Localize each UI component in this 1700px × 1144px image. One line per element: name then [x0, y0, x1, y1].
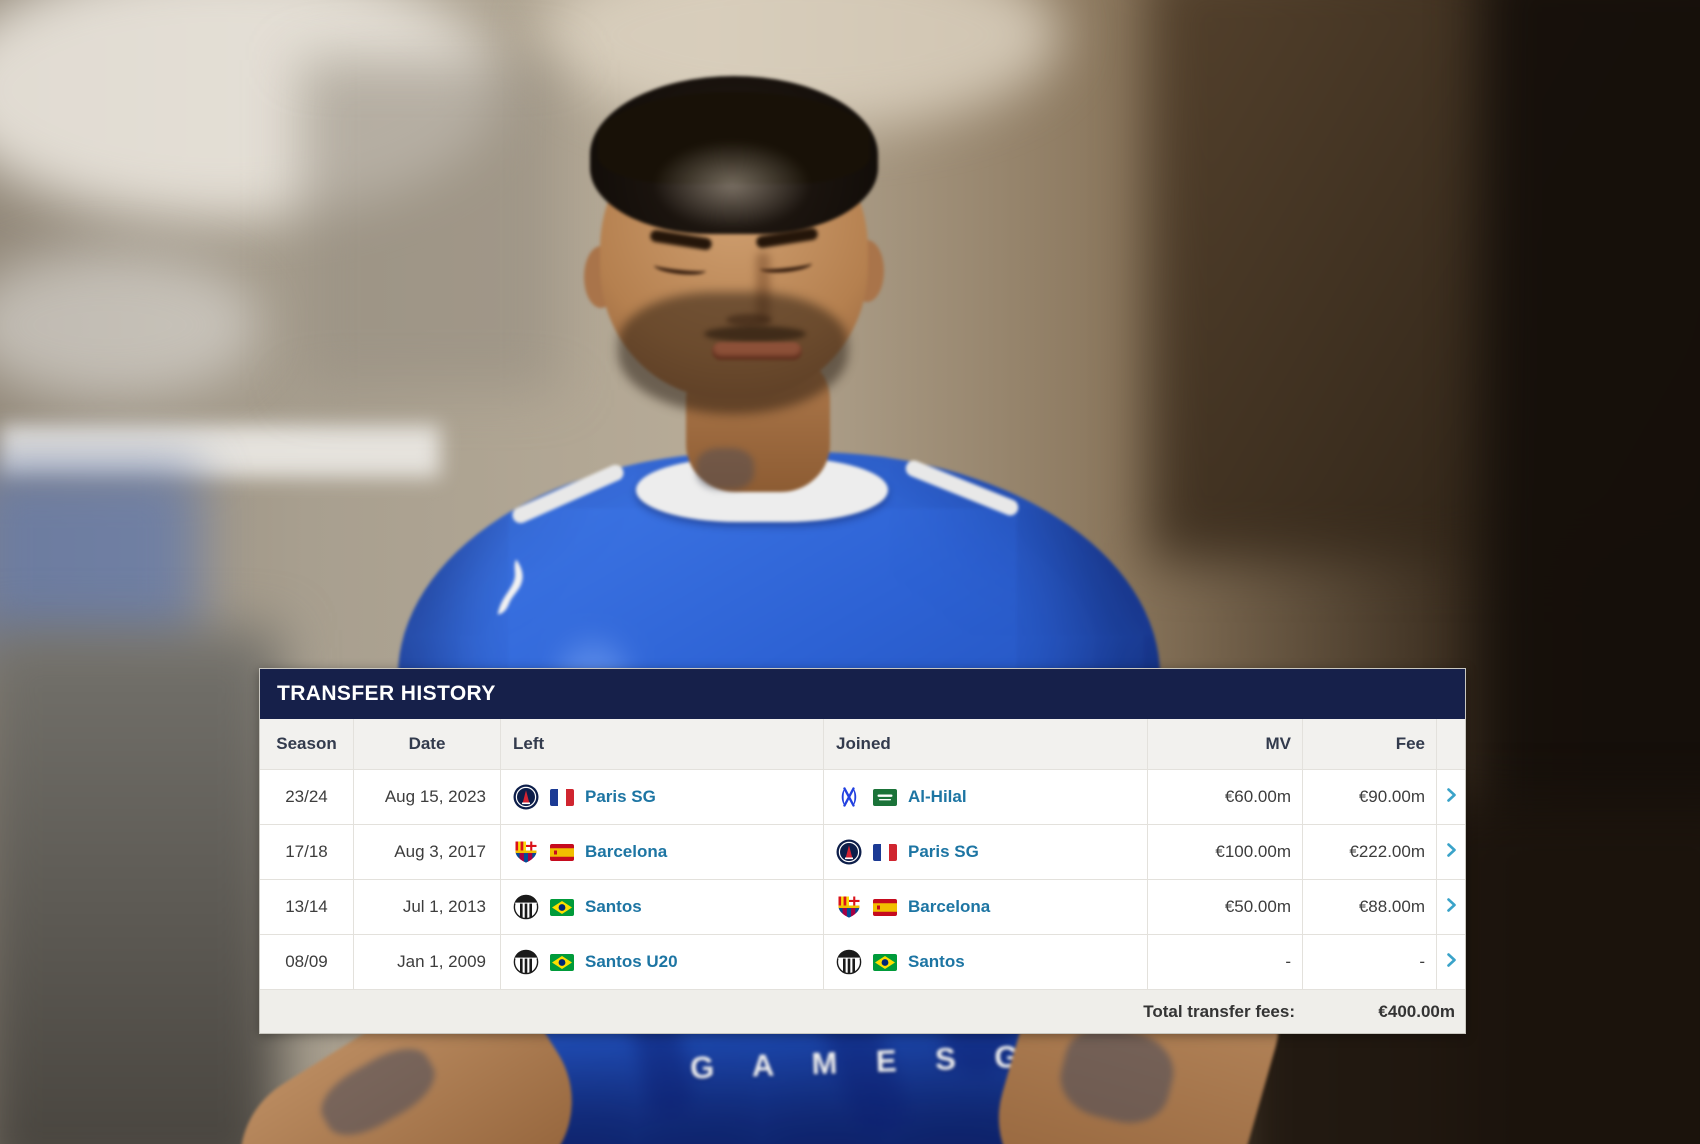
fee-cell: €88.00m — [1303, 880, 1437, 934]
left-club-cell: Paris SG — [501, 770, 824, 824]
transfer-history-panel: TRANSFER HISTORY Season Date Left Joined… — [259, 668, 1466, 1034]
club-crest-al-hilal-icon — [836, 784, 862, 810]
club-crest-paris-sg-icon — [836, 839, 862, 865]
market-value-cell: €50.00m — [1148, 880, 1303, 934]
joined-club-cell: Santos — [824, 935, 1148, 989]
row-detail-chevron[interactable] — [1437, 825, 1465, 879]
crowd-bokeh — [0, 250, 260, 400]
lower-left-shadow — [0, 630, 280, 1144]
column-header-date: Date — [354, 719, 501, 769]
fee-cell: €222.00m — [1303, 825, 1437, 879]
blue-seats-patch — [0, 465, 200, 655]
club-crest-santos-icon — [513, 894, 539, 920]
club-link[interactable]: Santos — [908, 952, 965, 971]
puma-logo-icon — [482, 552, 546, 621]
fee-cell: - — [1303, 935, 1437, 989]
club-link[interactable]: Paris SG — [908, 842, 979, 861]
flag-spain-icon — [550, 843, 574, 861]
column-header-left: Left — [501, 719, 824, 769]
joined-club-cell: Paris SG — [824, 825, 1148, 879]
left-club-cell: Santos U20 — [501, 935, 824, 989]
club-link[interactable]: Santos U20 — [585, 952, 678, 971]
flag-brazil-icon — [550, 898, 574, 916]
left-club-cell: Santos — [501, 880, 824, 934]
season-cell: 13/14 — [260, 880, 354, 934]
row-detail-chevron[interactable] — [1437, 935, 1465, 989]
player-hair — [598, 92, 870, 184]
panel-title: TRANSFER HISTORY — [277, 682, 496, 705]
club-crest-paris-sg-icon — [513, 784, 539, 810]
flag-france-icon — [873, 843, 897, 861]
season-cell: 08/09 — [260, 935, 354, 989]
crowd-bokeh — [300, 60, 560, 390]
market-value-cell: €60.00m — [1148, 770, 1303, 824]
chevron-right-icon — [1446, 842, 1456, 863]
flag-brazil-icon — [550, 953, 574, 971]
club-link[interactable]: Barcelona — [585, 842, 668, 861]
club-crest-barcelona-icon — [836, 894, 862, 920]
club-link[interactable]: Al-Hilal — [908, 787, 967, 806]
total-fees-label: Total transfer fees: — [1143, 1001, 1295, 1021]
club-link[interactable]: Paris SG — [585, 787, 656, 806]
joined-club-cell: Al-Hilal — [824, 770, 1148, 824]
market-value-cell: - — [1148, 935, 1303, 989]
date-cell: Aug 3, 2017 — [354, 825, 501, 879]
date-cell: Jan 1, 2009 — [354, 935, 501, 989]
date-cell: Aug 15, 2023 — [354, 770, 501, 824]
table-footer-row: Total transfer fees: €400.00m — [260, 989, 1465, 1033]
total-fees-value: €400.00m — [1378, 1001, 1455, 1021]
row-detail-chevron[interactable] — [1437, 880, 1465, 934]
column-header-joined: Joined — [824, 719, 1148, 769]
fee-cell: €90.00m — [1303, 770, 1437, 824]
column-header-fee: Fee — [1303, 719, 1437, 769]
table-row: 23/24 Aug 15, 2023 Paris SG Al-Hilal €60… — [260, 769, 1465, 824]
row-detail-chevron[interactable] — [1437, 770, 1465, 824]
table-row: 17/18 Aug 3, 2017 Barcelona Paris SG €10… — [260, 824, 1465, 879]
season-cell: 23/24 — [260, 770, 354, 824]
club-link[interactable]: Barcelona — [908, 897, 991, 916]
club-link[interactable]: Santos — [585, 897, 642, 916]
neck-tattoo — [696, 448, 754, 490]
flag-spain-icon — [873, 898, 897, 916]
column-header-season: Season — [260, 719, 354, 769]
table-row: 13/14 Jul 1, 2013 Santos Barcelona €50.0… — [260, 879, 1465, 934]
club-crest-santos-icon — [513, 949, 539, 975]
club-crest-barcelona-icon — [513, 839, 539, 865]
joined-club-cell: Barcelona — [824, 880, 1148, 934]
market-value-cell: €100.00m — [1148, 825, 1303, 879]
left-club-cell: Barcelona — [501, 825, 824, 879]
column-header-mv: MV — [1148, 719, 1303, 769]
flag-france-icon — [550, 788, 574, 806]
table-header-row: Season Date Left Joined MV Fee — [260, 719, 1465, 769]
chevron-right-icon — [1446, 787, 1456, 808]
flag-saudi-arabia-icon — [873, 788, 897, 806]
flag-brazil-icon — [873, 953, 897, 971]
chevron-right-icon — [1446, 952, 1456, 973]
panel-header: TRANSFER HISTORY — [260, 669, 1465, 719]
forehead-shine — [652, 140, 812, 230]
column-header-detail — [1437, 719, 1465, 769]
chevron-right-icon — [1446, 897, 1456, 918]
table-row: 08/09 Jan 1, 2009 Santos U20 Santos - - — [260, 934, 1465, 989]
player-mustache — [704, 326, 806, 342]
club-crest-santos-icon — [836, 949, 862, 975]
date-cell: Jul 1, 2013 — [354, 880, 501, 934]
player-mouth — [712, 342, 802, 360]
season-cell: 17/18 — [260, 825, 354, 879]
